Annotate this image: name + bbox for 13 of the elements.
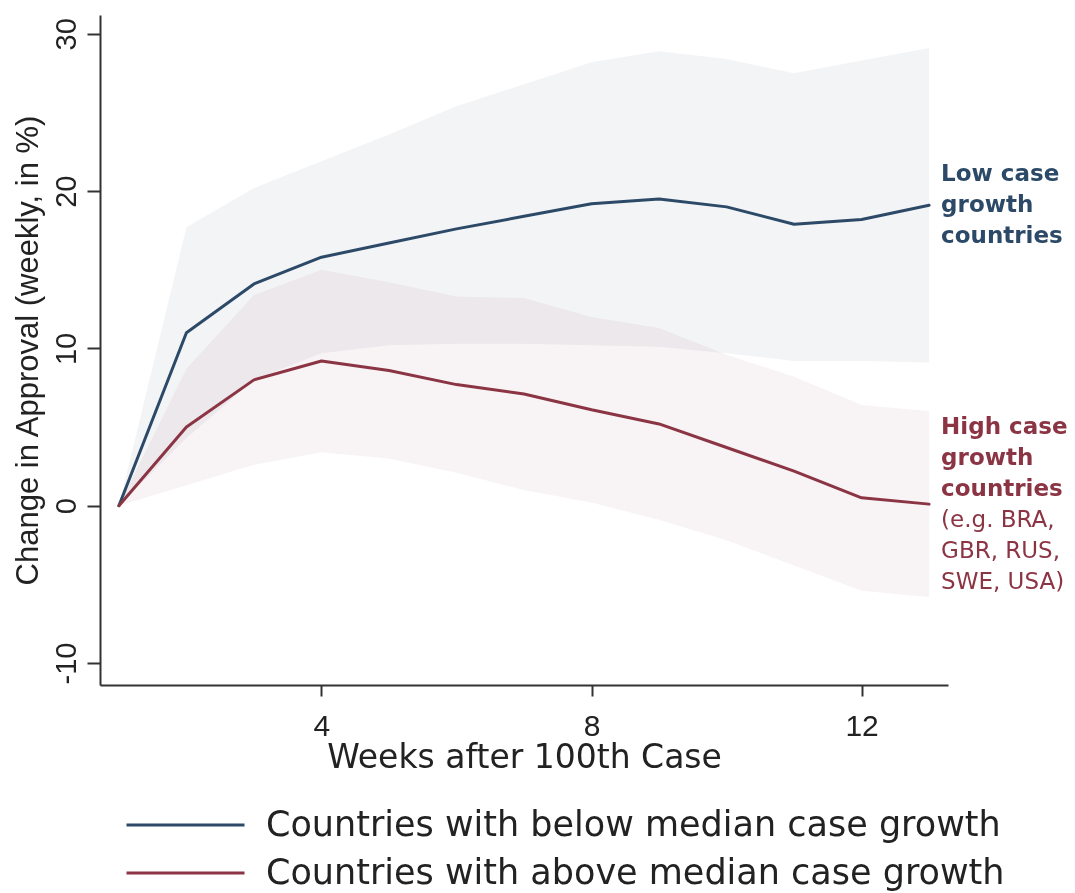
y-tick-label: 20 bbox=[49, 175, 82, 208]
annotation: (e.g. BRA, GBR, RUS, SWE, USA) bbox=[941, 505, 1065, 594]
y-axis-title: Change in Approval (weekly, in %) bbox=[9, 115, 45, 586]
y-tick-label: 0 bbox=[49, 498, 82, 515]
y-tick-label: 30 bbox=[49, 18, 82, 51]
y-tick-label: 10 bbox=[49, 332, 82, 366]
annotation: High case growth countries bbox=[941, 412, 1068, 501]
x-tick-label: 12 bbox=[845, 708, 879, 742]
y-tick-label: -10 bbox=[49, 642, 82, 685]
annotation: Low case growth countries bbox=[941, 160, 1063, 249]
legend-label: Countries with below median case growth bbox=[266, 804, 1001, 844]
line-series bbox=[117, 359, 931, 508]
legend-label: Countries with above median case growth bbox=[266, 852, 1005, 892]
